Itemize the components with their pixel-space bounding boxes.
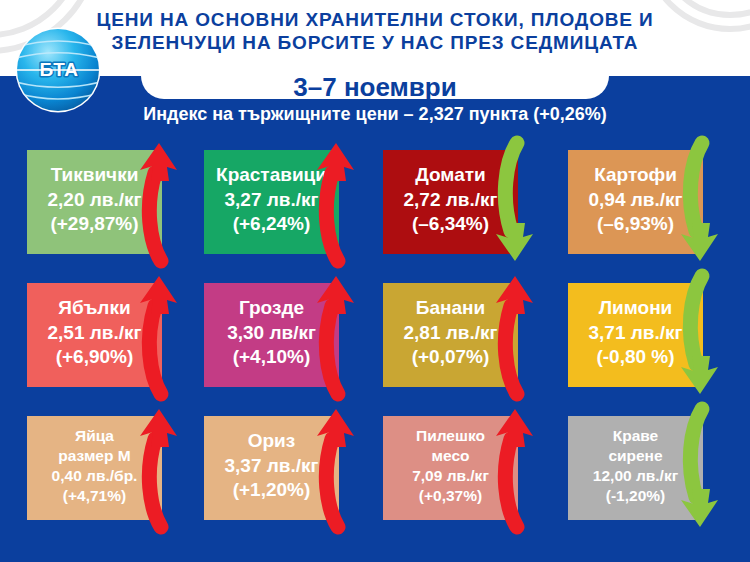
svg-text:БТА: БТА — [40, 59, 79, 80]
